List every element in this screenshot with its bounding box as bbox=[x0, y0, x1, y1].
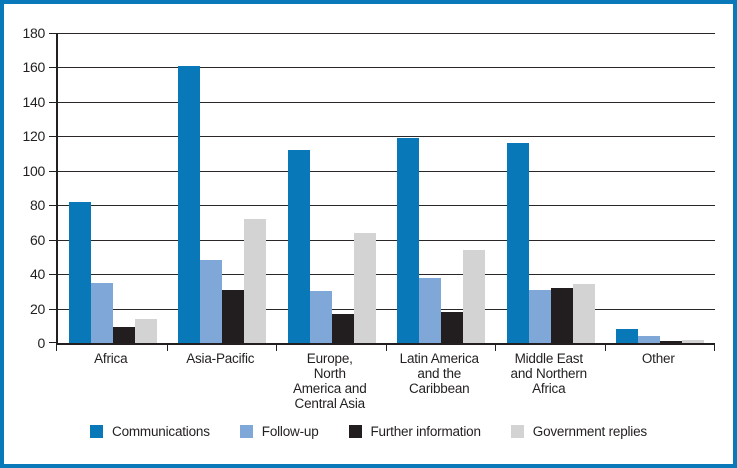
category-label-other: Other bbox=[641, 351, 675, 366]
legend-swatch-follow-up bbox=[239, 425, 253, 438]
y-axis-tick-100 bbox=[49, 170, 56, 172]
bar-further-information-africa bbox=[112, 327, 135, 343]
bar-communications-africa bbox=[68, 202, 91, 343]
y-axis-tick-60 bbox=[49, 239, 56, 241]
y-axis-tick-20 bbox=[49, 308, 56, 310]
legend-label-communications: Communications bbox=[112, 424, 210, 439]
category-label-europe: Europe, North America and Central Asia bbox=[292, 351, 367, 411]
legend-item-follow-up: Follow-up bbox=[239, 424, 319, 439]
bar-follow-up-middle-east bbox=[528, 290, 551, 343]
gridline-20 bbox=[58, 308, 715, 310]
x-axis-tick-1 bbox=[167, 345, 168, 351]
gridline-140 bbox=[58, 101, 715, 103]
bar-government-replies-latin-america bbox=[463, 250, 486, 343]
y-axis-tick-140 bbox=[49, 101, 56, 103]
bar-further-information-europe bbox=[331, 314, 354, 343]
bar-group-middle-east bbox=[496, 33, 606, 343]
y-axis-label-140: 140 bbox=[22, 93, 46, 110]
bar-communications-asia-pacific bbox=[178, 66, 201, 343]
legend-swatch-government-replies bbox=[510, 425, 524, 438]
y-axis-tick-80 bbox=[49, 205, 56, 207]
category-label-africa: Africa bbox=[94, 351, 128, 366]
y-axis-tick-160 bbox=[49, 67, 56, 69]
x-axis-tick-2 bbox=[276, 345, 277, 351]
gridline-160 bbox=[58, 67, 715, 69]
bar-group-latin-america bbox=[387, 33, 497, 343]
bar-follow-up-africa bbox=[90, 283, 113, 343]
legend-item-further-information: Further information bbox=[348, 424, 481, 439]
legend-swatch-communications bbox=[90, 425, 104, 438]
bar-further-information-latin-america bbox=[441, 312, 464, 343]
legend-label-follow-up: Follow-up bbox=[261, 424, 319, 439]
category-label-middle-east: Middle East and Northern Africa bbox=[510, 351, 588, 396]
bar-further-information-asia-pacific bbox=[222, 290, 245, 343]
bar-follow-up-asia-pacific bbox=[200, 260, 223, 343]
gridline-80 bbox=[58, 205, 715, 207]
category-label-latin-america: Latin America and the Caribbean bbox=[399, 351, 479, 396]
bar-further-information-middle-east bbox=[550, 288, 573, 343]
bar-follow-up-europe bbox=[309, 291, 332, 343]
legend-label-further-information: Further information bbox=[370, 424, 481, 439]
legend-item-communications: Communications bbox=[90, 424, 210, 439]
bar-group-asia-pacific bbox=[168, 33, 278, 343]
x-axis-tick-0 bbox=[56, 345, 57, 351]
x-axis-tick-6 bbox=[714, 345, 715, 351]
y-axis-label-20: 20 bbox=[30, 300, 45, 317]
y-axis-label-100: 100 bbox=[22, 162, 46, 179]
bar-government-replies-other bbox=[682, 340, 705, 343]
bar-group-other bbox=[606, 33, 716, 343]
y-axis-tick-0 bbox=[49, 342, 56, 343]
y-axis-label-120: 120 bbox=[22, 128, 46, 145]
bar-communications-europe bbox=[287, 150, 310, 343]
legend-swatch-further-information bbox=[348, 425, 362, 438]
bar-follow-up-other bbox=[638, 336, 661, 343]
gridline-60 bbox=[58, 239, 715, 241]
bar-communications-latin-america bbox=[397, 138, 420, 343]
category-label-asia-pacific: Asia-Pacific bbox=[186, 351, 255, 366]
y-axis-tick-40 bbox=[49, 274, 56, 276]
x-axis-tick-4 bbox=[495, 345, 496, 351]
y-axis-label-0: 0 bbox=[37, 335, 46, 351]
x-axis-tick-5 bbox=[605, 345, 606, 351]
y-axis-label-160: 160 bbox=[22, 59, 46, 76]
gridline-120 bbox=[58, 136, 715, 138]
y-axis-label-180: 180 bbox=[22, 25, 46, 41]
y-axis-tick-180 bbox=[49, 33, 56, 34]
plot-area: 0 20 40 60 80 100 120 140 160 180 bbox=[23, 26, 716, 351]
y-axis-label-80: 80 bbox=[30, 197, 45, 214]
bar-communications-other bbox=[616, 329, 639, 343]
y-axis-label-40: 40 bbox=[30, 266, 45, 283]
legend-label-government-replies: Government replies bbox=[532, 424, 647, 439]
bar-government-replies-asia-pacific bbox=[244, 219, 267, 343]
y-axis-label-60: 60 bbox=[30, 231, 45, 248]
x-axis-labels: Africa Asia-Pacific Europe, North America … bbox=[56, 351, 713, 417]
gridline-180 bbox=[58, 33, 715, 34]
x-axis-tick-3 bbox=[386, 345, 387, 351]
gridline-100 bbox=[58, 170, 715, 172]
bar-government-replies-europe bbox=[353, 233, 376, 343]
legend: Communications Follow-up Further informati… bbox=[4, 424, 733, 439]
bar-government-replies-middle-east bbox=[572, 284, 595, 343]
bar-group-europe bbox=[277, 33, 387, 343]
bar-further-information-other bbox=[660, 341, 683, 343]
bar-communications-middle-east bbox=[506, 143, 529, 343]
bar-group-africa bbox=[58, 33, 168, 343]
bar-government-replies-africa bbox=[134, 319, 157, 343]
legend-item-government-replies: Government replies bbox=[510, 424, 647, 439]
bar-follow-up-latin-america bbox=[419, 278, 442, 343]
gridline-40 bbox=[58, 274, 715, 276]
y-axis-tick-120 bbox=[49, 136, 56, 138]
